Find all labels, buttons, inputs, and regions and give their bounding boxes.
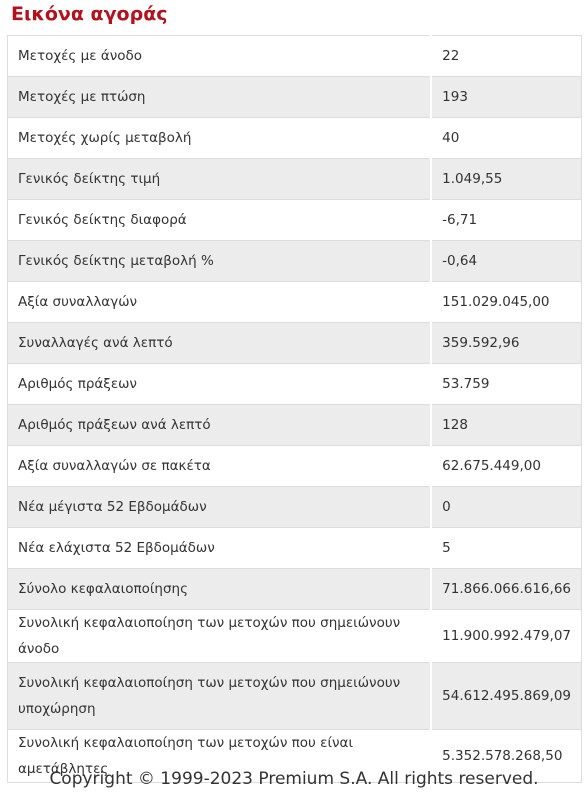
row-value: 128 bbox=[431, 404, 582, 446]
row-value: 22 bbox=[431, 35, 582, 77]
table-row: Γενικός δείκτης μεταβολή % -0,64 bbox=[7, 240, 582, 282]
row-value: -0,64 bbox=[431, 240, 582, 282]
row-value: 62.675.449,00 bbox=[431, 445, 582, 487]
table-row: Αριθμός πράξεων ανά λεπτό 128 bbox=[7, 404, 582, 446]
row-label: Νέα μέγιστα 52 Εβδομάδων bbox=[7, 486, 433, 528]
market-table: Μετοχές με άνοδο 22 Μετοχές με πτώση 193 Μετ… bbox=[7, 35, 582, 783]
row-value: 40 bbox=[431, 117, 582, 159]
page-title: Εικόνα αγοράς bbox=[11, 3, 168, 25]
row-label: Αριθμός πράξεων bbox=[7, 363, 433, 405]
table-row: Αξία συναλλαγών 151.029.045,00 bbox=[7, 281, 582, 323]
row-label: Μετοχές με άνοδο bbox=[7, 35, 433, 77]
row-label: Αριθμός πράξεων ανά λεπτό bbox=[7, 404, 433, 446]
table-row: Μετοχές με άνοδο 22 bbox=[7, 35, 582, 77]
copyright: Copyright © 1999-2023 Premium S.A. All r… bbox=[49, 769, 539, 789]
row-label: Μετοχές χωρίς μεταβολή bbox=[7, 117, 433, 159]
row-value: 53.759 bbox=[431, 363, 582, 405]
table-row: Γενικός δείκτης διαφορά -6,71 bbox=[7, 199, 582, 241]
table-row: Συνολική κεφαλαιοποίηση των μετοχών που … bbox=[7, 729, 582, 783]
table-row: Μετοχές με πτώση 193 bbox=[7, 76, 582, 118]
row-label: Συναλλαγές ανά λεπτό bbox=[7, 322, 433, 364]
row-value: 0 bbox=[431, 486, 582, 528]
row-value: 5 bbox=[431, 527, 582, 569]
row-value: 151.029.045,00 bbox=[431, 281, 582, 323]
table-row: Νέα ελάχιστα 52 Εβδομάδων 5 bbox=[7, 527, 582, 569]
row-label: Γενικός δείκτης διαφορά bbox=[7, 199, 433, 241]
table-row: Συναλλαγές ανά λεπτό 359.592,96 bbox=[7, 322, 582, 364]
row-label: Σύνολο κεφαλαιοποίησης bbox=[7, 568, 433, 610]
row-label: Συνολική κεφαλαιοποίηση των μετοχών που … bbox=[7, 729, 433, 783]
row-label: Συνολική κεφαλαιοποίηση των μετοχών που … bbox=[7, 662, 433, 730]
table-row: Γενικός δείκτης τιμή 1.049,55 bbox=[7, 158, 582, 200]
table-row: Μετοχές χωρίς μεταβολή 40 bbox=[7, 117, 582, 159]
row-label: Αξία συναλλαγών bbox=[7, 281, 433, 323]
row-value: 5.352.578.268,50 bbox=[431, 729, 582, 783]
row-label: Συνολική κεφαλαιοποίηση των μετοχών που … bbox=[7, 609, 433, 663]
row-value: 71.866.066.616,66 bbox=[431, 568, 582, 610]
table-row: Αξία συναλλαγών σε πακέτα 62.675.449,00 bbox=[7, 445, 582, 487]
row-value: 11.900.992.479,07 bbox=[431, 609, 582, 663]
row-value: -6,71 bbox=[431, 199, 582, 241]
row-value: 359.592,96 bbox=[431, 322, 582, 364]
row-value: 54.612.495.869,09 bbox=[431, 662, 582, 730]
row-label: Γενικός δείκτης μεταβολή % bbox=[7, 240, 433, 282]
row-value: 193 bbox=[431, 76, 582, 118]
table-row: Συνολική κεφαλαιοποίηση των μετοχών που … bbox=[7, 609, 582, 663]
table-row: Νέα μέγιστα 52 Εβδομάδων 0 bbox=[7, 486, 582, 528]
row-label: Γενικός δείκτης τιμή bbox=[7, 158, 433, 200]
table-row: Συνολική κεφαλαιοποίηση των μετοχών που … bbox=[7, 662, 582, 730]
row-label: Νέα ελάχιστα 52 Εβδομάδων bbox=[7, 527, 433, 569]
row-value: 1.049,55 bbox=[431, 158, 582, 200]
table-row: Σύνολο κεφαλαιοποίησης 71.866.066.616,66 bbox=[7, 568, 582, 610]
row-label: Αξία συναλλαγών σε πακέτα bbox=[7, 445, 433, 487]
row-label: Μετοχές με πτώση bbox=[7, 76, 433, 118]
table-row: Αριθμός πράξεων 53.759 bbox=[7, 363, 582, 405]
